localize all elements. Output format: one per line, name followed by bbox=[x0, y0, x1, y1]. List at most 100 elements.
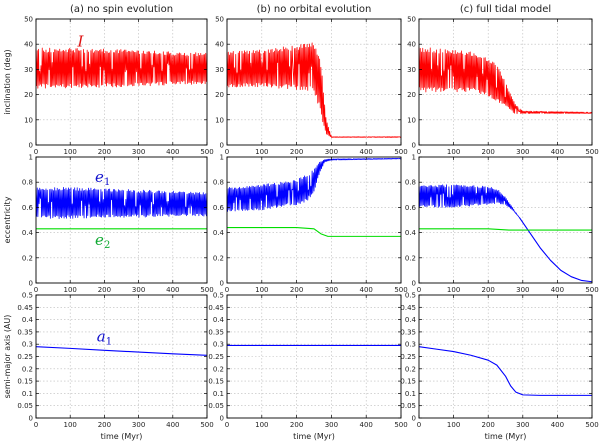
y-tick-label: 0.05 bbox=[17, 402, 33, 410]
x-tick-label: 200 bbox=[290, 148, 303, 156]
y-tick-label: 0.3 bbox=[213, 341, 224, 349]
x-tick-label: 300 bbox=[325, 286, 338, 294]
y-tick-label: 0.45 bbox=[400, 304, 416, 312]
y-axis-label: semi-major axis (AU) bbox=[3, 315, 12, 399]
y-tick-label: 0.6 bbox=[213, 204, 225, 212]
y-tick-label: 20 bbox=[215, 91, 224, 99]
x-tick-label: 0 bbox=[225, 148, 229, 156]
series-line-2 bbox=[518, 217, 593, 283]
x-tick-label: 300 bbox=[132, 286, 145, 294]
y-tick-label: 0.45 bbox=[208, 304, 224, 312]
panel-title: (a) no spin evolution bbox=[70, 4, 173, 15]
x-axis-label: time (Myr) bbox=[485, 432, 527, 441]
x-tick-label: 100 bbox=[64, 148, 77, 156]
y-axis-label: inclination (deg) bbox=[3, 49, 12, 114]
y-tick-label: 0.3 bbox=[22, 341, 33, 349]
x-tick-label: 100 bbox=[447, 148, 460, 156]
y-tick-label: 0 bbox=[412, 280, 416, 288]
x-tick-label: 200 bbox=[98, 286, 111, 294]
y-tick-label: 1 bbox=[220, 154, 224, 162]
y-tick-label: 0.15 bbox=[400, 378, 416, 386]
y-tick-label: 0 bbox=[29, 142, 33, 150]
x-tick-label: 300 bbox=[516, 148, 529, 156]
x-tick-label: 300 bbox=[516, 421, 529, 429]
panel-3: 0 100 200 300 400 500 0 10 20 30 40 50 (c) full tida… bbox=[407, 4, 599, 156]
panel-2: 0 100 200 300 400 500 0 10 20 30 40 50 (b) no orbita… bbox=[215, 4, 408, 156]
panel-title: (b) no orbital evolution bbox=[257, 4, 372, 15]
y-tick-label: 0 bbox=[220, 142, 224, 150]
y-tick-label: 0.1 bbox=[405, 390, 416, 398]
panel-5: 0 100 200 300 400 500 0 0.2 0.4 0.6 0.8 1 bbox=[213, 154, 408, 295]
y-tick-label: 0.25 bbox=[17, 353, 33, 361]
panel-6: 0 100 200 300 400 500 0 0.2 0.4 0.6 0.8 1 bbox=[405, 154, 599, 295]
y-tick-label: 0 bbox=[412, 142, 416, 150]
y-tick-label: 50 bbox=[407, 16, 416, 24]
y-tick-label: 0.8 bbox=[213, 179, 224, 187]
y-tick-label: 0.15 bbox=[208, 378, 224, 386]
y-tick-label: 0.25 bbox=[400, 353, 416, 361]
x-tick-label: 300 bbox=[325, 148, 338, 156]
y-tick-label: 0.1 bbox=[22, 390, 33, 398]
series-band-1 bbox=[35, 187, 208, 219]
x-tick-label: 200 bbox=[98, 148, 111, 156]
y-tick-label: 0.4 bbox=[22, 229, 34, 237]
y-tick-label: 0.35 bbox=[400, 328, 416, 336]
y-tick-label: 30 bbox=[215, 66, 224, 74]
y-tick-label: 50 bbox=[24, 16, 33, 24]
y-tick-label: 0.05 bbox=[208, 402, 224, 410]
y-tick-label: 0.5 bbox=[405, 292, 416, 300]
y-tick-label: 0.8 bbox=[22, 179, 33, 187]
series-line-1 bbox=[418, 346, 592, 396]
series-line-1 bbox=[35, 346, 208, 356]
y-tick-label: 0.2 bbox=[213, 254, 224, 262]
x-tick-label: 400 bbox=[360, 421, 373, 429]
series-band-1 bbox=[226, 42, 402, 138]
x-tick-label: 400 bbox=[166, 421, 179, 429]
x-tick-label: 500 bbox=[394, 148, 407, 156]
axes-frame bbox=[418, 156, 593, 284]
panel-7: 0 100 200 300 400 500 0 0.05 0.1 0.15 0.2 0.25 0.3 0.… bbox=[3, 292, 214, 442]
x-tick-label: 0 bbox=[417, 286, 421, 294]
y-tick-label: 1 bbox=[29, 154, 33, 162]
series-label: e1 bbox=[95, 168, 110, 188]
panel-title: (c) full tidal model bbox=[460, 4, 551, 15]
y-tick-label: 0.4 bbox=[405, 316, 417, 324]
series-label-subscript: 1 bbox=[104, 177, 110, 188]
x-tick-label: 200 bbox=[482, 148, 495, 156]
y-tick-label: 0.3 bbox=[405, 341, 416, 349]
x-tick-label: 100 bbox=[447, 286, 460, 294]
y-tick-label: 0.35 bbox=[208, 328, 224, 336]
y-tick-label: 0.6 bbox=[405, 204, 417, 212]
y-tick-label: 0.4 bbox=[213, 316, 225, 324]
y-tick-label: 0.45 bbox=[17, 304, 33, 312]
y-tick-label: 50 bbox=[215, 16, 224, 24]
series-band-1 bbox=[418, 46, 593, 115]
series-label: a1 bbox=[97, 328, 112, 348]
x-tick-label: 0 bbox=[417, 421, 421, 429]
y-tick-label: 0.6 bbox=[22, 204, 34, 212]
y-tick-label: 10 bbox=[407, 116, 416, 124]
axes-frame bbox=[226, 18, 402, 146]
series-label: e2 bbox=[95, 231, 110, 251]
x-tick-label: 0 bbox=[225, 286, 229, 294]
series-label-main: e bbox=[95, 231, 104, 249]
panel-8: 0 100 200 300 400 500 0 0.05 0.1 0.15 0.2 0.25 0.3 0.… bbox=[208, 292, 407, 442]
y-tick-label: 0 bbox=[220, 415, 224, 423]
x-tick-label: 0 bbox=[34, 148, 38, 156]
series-label-main: a bbox=[97, 328, 106, 346]
y-tick-label: 40 bbox=[24, 41, 33, 49]
x-tick-label: 400 bbox=[551, 148, 564, 156]
x-axis-label: time (Myr) bbox=[293, 432, 335, 441]
y-tick-label: 0.1 bbox=[213, 390, 224, 398]
y-tick-label: 0.5 bbox=[213, 292, 224, 300]
series-label-subscript: 1 bbox=[106, 337, 112, 348]
y-tick-label: 0.4 bbox=[213, 229, 225, 237]
series-label-subscript: 2 bbox=[104, 240, 110, 251]
y-tick-label: 0.2 bbox=[405, 254, 416, 262]
x-tick-label: 100 bbox=[255, 148, 268, 156]
x-tick-label: 400 bbox=[166, 286, 179, 294]
x-tick-label: 0 bbox=[417, 148, 421, 156]
y-tick-label: 0 bbox=[412, 415, 416, 423]
series-band-1 bbox=[418, 184, 520, 218]
